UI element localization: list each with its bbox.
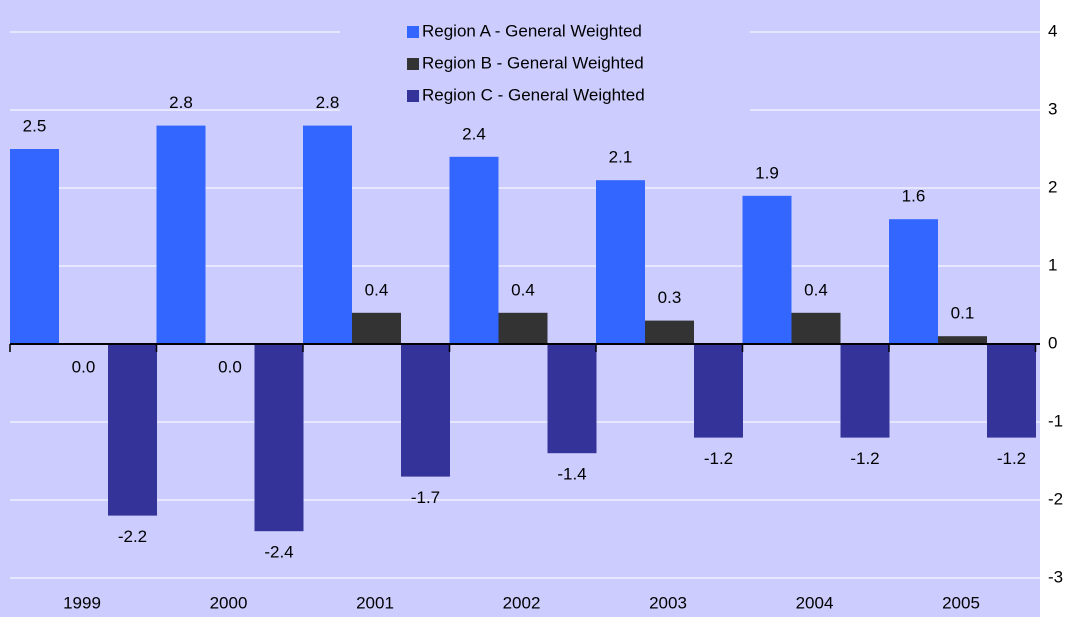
legend-label: Region C - General Weighted <box>422 85 645 104</box>
data-label: -1.2 <box>997 449 1026 468</box>
bar <box>498 312 548 344</box>
data-label: -1.2 <box>850 449 879 468</box>
x-tick-label: 2005 <box>942 593 980 612</box>
data-label: 2.4 <box>462 124 486 143</box>
bar <box>156 125 206 344</box>
legend-swatch <box>407 90 419 102</box>
y-tick-label: 0 <box>1048 333 1057 352</box>
bar <box>645 320 694 344</box>
legend-label: Region B - General Weighted <box>422 53 644 72</box>
bar <box>303 125 352 344</box>
bar <box>938 336 987 344</box>
bar <box>840 344 890 438</box>
bar <box>449 156 499 344</box>
data-label: -1.2 <box>704 449 733 468</box>
legend-label: Region A - General Weighted <box>422 21 642 40</box>
x-tick-label: 2002 <box>503 593 541 612</box>
data-label: 0.4 <box>804 280 828 299</box>
data-label: -2.4 <box>264 543 293 562</box>
x-tick-label: 2001 <box>356 593 394 612</box>
data-label: 2.8 <box>316 93 340 112</box>
bar <box>547 344 597 454</box>
x-tick-label: 2004 <box>796 593 834 612</box>
y-tick-label: -1 <box>1048 411 1063 430</box>
bar <box>742 195 792 344</box>
data-label: -1.7 <box>411 488 440 507</box>
y-tick-label: 4 <box>1048 21 1057 40</box>
y-tick-label: -2 <box>1048 489 1063 508</box>
data-label: 2.8 <box>169 93 193 112</box>
data-label: 1.9 <box>755 163 779 182</box>
bar <box>10 149 59 344</box>
data-label: -2.2 <box>118 527 147 546</box>
x-tick-label: 1999 <box>63 593 101 612</box>
y-tick-label: 1 <box>1048 255 1057 274</box>
legend-swatch <box>407 26 419 38</box>
y-tick-label: 3 <box>1048 99 1057 118</box>
data-label: 0.0 <box>218 357 242 376</box>
y-tick-label: -3 <box>1048 567 1063 586</box>
bar <box>791 312 841 344</box>
x-tick-label: 2000 <box>210 593 248 612</box>
y-tick-label: 2 <box>1048 177 1057 196</box>
data-label: 0.4 <box>365 280 389 299</box>
data-label: 0.3 <box>658 288 682 307</box>
data-label: -1.4 <box>557 465 586 484</box>
bar <box>108 344 157 516</box>
data-label: 1.6 <box>902 187 926 206</box>
bar <box>889 219 938 344</box>
x-tick-label: 2003 <box>649 593 687 612</box>
bar <box>352 312 401 344</box>
bar <box>596 180 645 344</box>
legend-swatch <box>407 58 419 70</box>
bar <box>694 344 743 438</box>
bar <box>254 344 304 532</box>
bar <box>987 344 1036 438</box>
data-label: 0.1 <box>951 304 975 323</box>
data-label: 2.5 <box>23 116 47 135</box>
data-label: 0.4 <box>511 280 535 299</box>
data-label: 0.0 <box>72 357 96 376</box>
data-label: 2.1 <box>609 148 633 167</box>
bar <box>401 344 450 477</box>
